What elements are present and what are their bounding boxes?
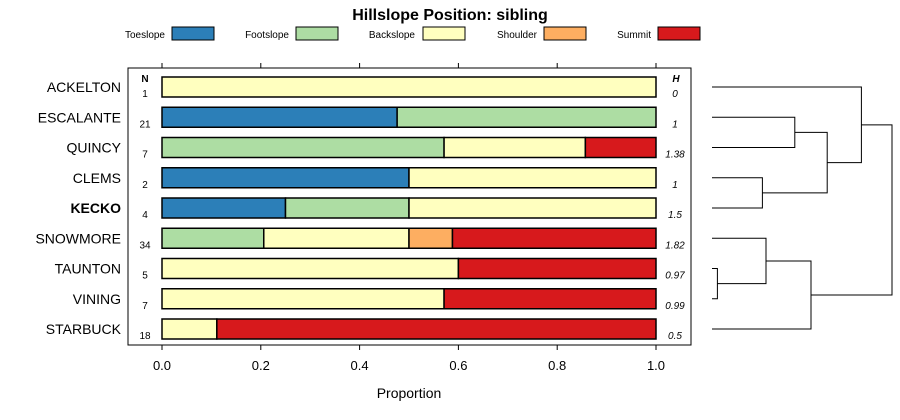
legend-swatch-shoulder xyxy=(543,26,587,41)
bar-segment-taunton-backslope xyxy=(161,257,460,280)
n-value-vining: 7 xyxy=(142,301,148,312)
bar-segment-clems-toeslope xyxy=(161,167,410,189)
chart-title: Hillslope Position: sibling xyxy=(352,7,548,24)
n-value-starbuck: 18 xyxy=(139,331,151,342)
row-taunton: TAUNTON 5 0.97 xyxy=(55,257,685,282)
bar-segment-taunton-summit xyxy=(457,257,657,280)
row-escalante: ESCALANTE 21 1 xyxy=(38,106,678,130)
row-label-ackelton: ACKELTON xyxy=(47,79,121,95)
bar-segment-snowmore-backslope xyxy=(263,227,410,249)
dendrogram-merge-with-ackelton xyxy=(712,86,862,164)
bar-segment-snowmore-footslope xyxy=(161,227,265,249)
legend-label-shoulder: Shoulder xyxy=(497,30,538,41)
bar-segment-starbuck-summit xyxy=(216,318,657,340)
n-value-ackelton: 1 xyxy=(142,89,148,100)
row-label-snowmore: SNOWMORE xyxy=(35,230,121,246)
h-value-taunton: 0.97 xyxy=(665,271,685,282)
dendrogram xyxy=(712,86,893,330)
row-kecko: KECKO 4 1.5 xyxy=(70,197,682,221)
x-tick-label-0-8: 0.8 xyxy=(548,358,566,373)
n-value-escalante: 21 xyxy=(139,119,151,130)
h-column-header: H xyxy=(672,74,680,85)
x-tick-label-0-4: 0.4 xyxy=(351,358,369,373)
bar-segment-starbuck-backslope xyxy=(161,318,218,340)
row-label-taunton: TAUNTON xyxy=(55,261,121,277)
row-clems: CLEMS 2 1 xyxy=(73,167,678,191)
row-label-kecko: KECKO xyxy=(70,200,121,216)
dendrogram-merge-snowmore-taunton-vining xyxy=(712,237,767,285)
h-value-quincy: 1.38 xyxy=(665,150,685,161)
bar-segment-quincy-summit xyxy=(584,136,657,159)
row-label-starbuck: STARBUCK xyxy=(46,321,122,337)
h-value-clems: 1 xyxy=(672,180,678,191)
bar-segment-kecko-toeslope xyxy=(161,197,287,219)
h-value-vining: 0.99 xyxy=(665,301,685,312)
h-value-kecko: 1.5 xyxy=(668,210,682,221)
row-label-escalante: ESCALANTE xyxy=(38,109,121,125)
bar-segment-escalante-footslope xyxy=(396,106,657,128)
row-label-clems: CLEMS xyxy=(73,170,121,186)
bar-segment-vining-summit xyxy=(443,288,657,310)
h-value-starbuck: 0.5 xyxy=(668,331,682,342)
row-ackelton: ACKELTON 1 0 xyxy=(47,76,678,100)
x-tick-label-1-0: 1.0 xyxy=(647,358,665,373)
h-value-snowmore: 1.82 xyxy=(665,240,685,251)
x-tick-label-0-6: 0.6 xyxy=(449,358,467,373)
x-axis-label: Proportion xyxy=(377,385,442,401)
bar-segment-kecko-footslope xyxy=(284,197,410,219)
dendrogram-merge-taunton-vining xyxy=(712,268,718,300)
h-value-ackelton: 0 xyxy=(672,89,678,100)
row-label-quincy: QUINCY xyxy=(67,140,122,156)
h-value-escalante: 1 xyxy=(672,119,678,130)
legend-label-footslope: Footslope xyxy=(245,30,289,41)
n-value-kecko: 4 xyxy=(142,210,148,221)
n-value-clems: 2 xyxy=(142,180,148,191)
legend-label-backslope: Backslope xyxy=(369,30,416,41)
legend-swatch-toeslope xyxy=(171,26,215,41)
x-tick-label-0-0: 0.0 xyxy=(153,358,171,373)
bar-segment-vining-backslope xyxy=(161,288,445,310)
bar-segment-escalante-toeslope xyxy=(161,106,398,128)
bar-segment-quincy-footslope xyxy=(161,136,445,159)
legend-swatch-footslope xyxy=(295,26,339,41)
bar-segment-quincy-backslope xyxy=(443,136,587,159)
bar-segment-clems-backslope xyxy=(408,167,657,189)
n-value-quincy: 7 xyxy=(142,150,148,161)
bar-segment-kecko-backslope xyxy=(408,197,657,219)
row-starbuck: STARBUCK 18 0.5 xyxy=(46,318,682,342)
dendrogram-merge-clems-kecko xyxy=(712,177,763,209)
n-value-taunton: 5 xyxy=(142,271,148,282)
row-label-vining: VINING xyxy=(73,291,121,307)
legend-label-summit: Summit xyxy=(617,30,651,41)
row-quincy: QUINCY 7 1.38 xyxy=(67,136,685,161)
x-axis: 0.0 0.2 0.4 0.6 0.8 1.0 xyxy=(153,63,665,373)
row-snowmore: SNOWMORE 34 1.82 xyxy=(35,227,685,251)
n-column-header: N xyxy=(141,74,148,85)
dendrogram-root xyxy=(811,124,893,296)
legend: Toeslope Footslope Backslope Shoulder Summit xyxy=(125,26,701,41)
bar-segment-ackelton-backslope xyxy=(161,76,657,98)
bar-segment-snowmore-shoulder xyxy=(408,227,454,249)
legend-swatch-backslope xyxy=(422,26,466,41)
row-vining: VINING 7 0.99 xyxy=(73,288,685,312)
bar-segment-snowmore-summit xyxy=(451,227,657,249)
dendrogram-merge-with-starbuck xyxy=(712,260,812,330)
dendrogram-merge-escalante-quincy xyxy=(712,116,796,148)
legend-swatch-summit xyxy=(657,26,701,41)
x-tick-label-0-2: 0.2 xyxy=(252,358,270,373)
plot-frame xyxy=(127,67,692,346)
n-value-snowmore: 34 xyxy=(139,240,151,251)
legend-label-toeslope: Toeslope xyxy=(125,30,165,41)
